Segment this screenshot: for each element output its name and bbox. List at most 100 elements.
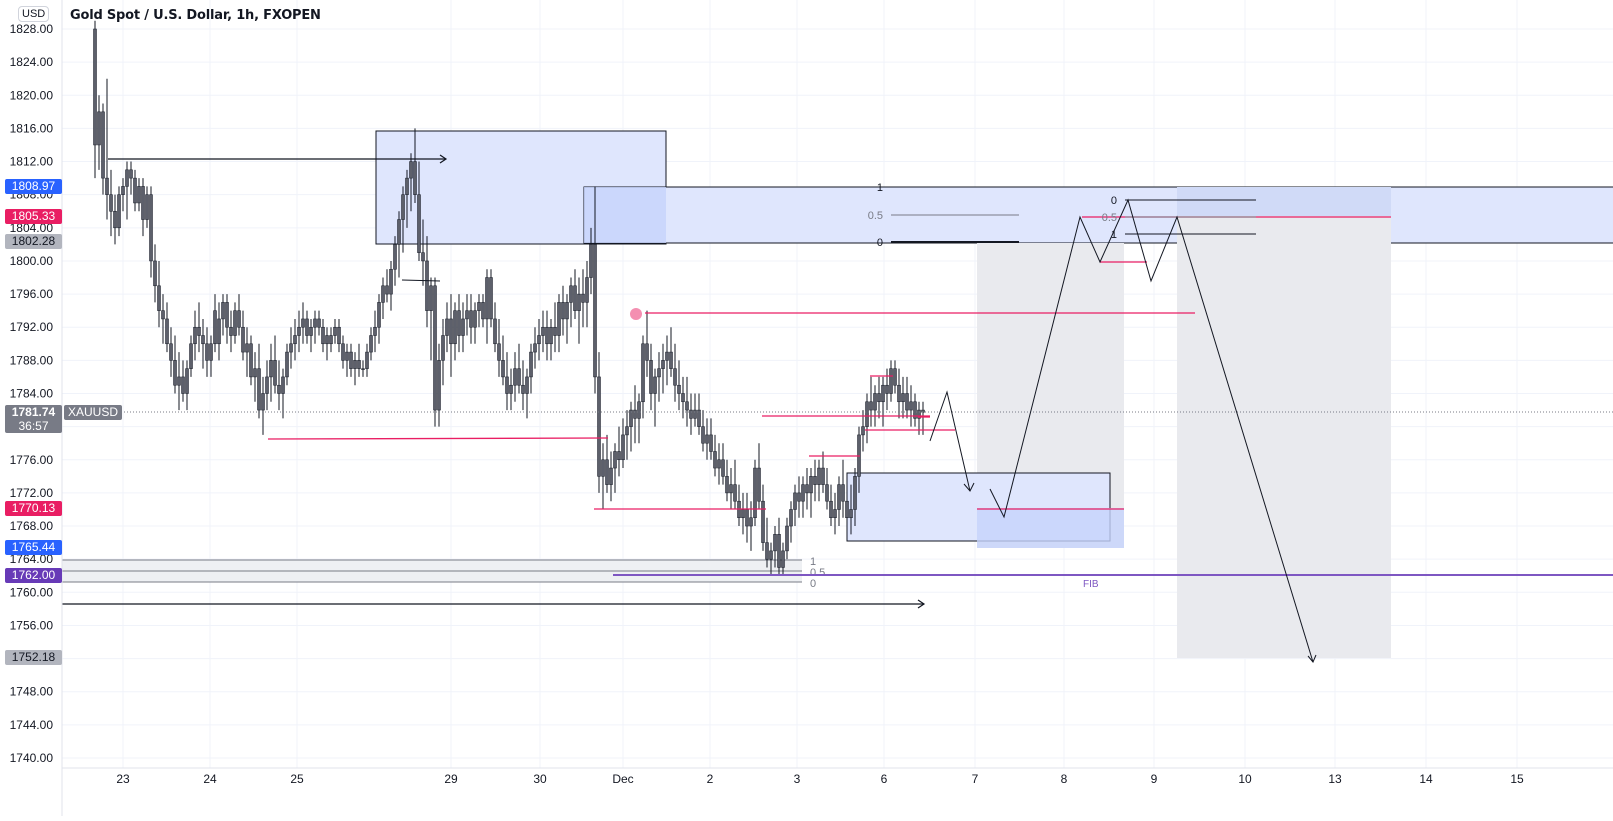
time-tick-label: 15 [1510, 772, 1524, 786]
candle-body [193, 326, 197, 345]
candle-body [381, 285, 385, 303]
candle-body [781, 550, 785, 568]
price-tick-label: 1772.00 [10, 486, 54, 500]
candle-body [797, 492, 801, 502]
candle-body [665, 351, 669, 361]
candle-body [581, 293, 585, 303]
candle-body [477, 302, 481, 311]
candle-body [745, 509, 749, 527]
price-tick-label: 1824.00 [10, 55, 54, 69]
candle-body [761, 500, 765, 543]
candle-body [821, 467, 825, 485]
candle-body [281, 376, 285, 394]
arrow-head-icon [917, 599, 926, 609]
candle-body [849, 509, 853, 519]
candle-body [341, 343, 345, 361]
candle-body [189, 343, 193, 369]
candle-body [657, 368, 661, 378]
candle-body [637, 401, 641, 419]
candle-body [557, 302, 561, 336]
time-tick-label: 30 [533, 772, 547, 786]
time-axis[interactable]: 23 24 25 29 30 Dec 2 3 6 7 8 9 10 13 14 15 [116, 772, 1524, 786]
candle-body [661, 360, 665, 369]
candle-body [833, 509, 837, 519]
price-tag: 1765.44 [5, 540, 62, 555]
fib-level-label: 0 [1111, 195, 1117, 207]
candle-body [345, 351, 349, 361]
candle-body [365, 351, 369, 369]
fib-level-label: 0 [877, 237, 883, 249]
candle-body [173, 360, 177, 386]
candle-body [721, 459, 725, 477]
price-tick-label: 1796.00 [10, 287, 54, 301]
demand-overlap [977, 508, 1124, 548]
candle-body [185, 368, 189, 394]
candle-body [689, 409, 693, 419]
candle-body [473, 310, 477, 328]
candle-body [333, 326, 337, 336]
candle-body [877, 393, 881, 403]
candle-body [197, 326, 201, 336]
candle-body [141, 186, 145, 220]
candle-body [481, 302, 485, 320]
candle-body [289, 343, 293, 353]
candle-body [561, 302, 565, 320]
candle-body [321, 326, 325, 345]
candle-body [873, 393, 877, 411]
red-level-line [267, 437, 609, 440]
candle-body [397, 219, 401, 245]
currency-badge[interactable]: USD [18, 6, 50, 22]
fib-level-label: 1 [810, 556, 816, 568]
candle-body [509, 384, 513, 394]
candle-body [413, 161, 417, 195]
candle-body [685, 401, 689, 411]
time-tick-label: 25 [290, 772, 304, 786]
candle-body [101, 111, 105, 179]
candle-body [313, 318, 317, 328]
time-tick-label: 7 [972, 772, 979, 786]
candle-body [629, 409, 633, 427]
candle-body [213, 310, 217, 345]
candle-body [461, 318, 465, 336]
candle-body [217, 318, 221, 345]
time-tick-label: 29 [444, 772, 458, 786]
candle-body [209, 343, 213, 361]
time-tick-label: 23 [116, 772, 130, 786]
candle-body [677, 384, 681, 394]
candle-body [885, 384, 889, 394]
candle-body [361, 368, 365, 370]
candle-body [113, 210, 117, 229]
candle-body [809, 476, 813, 494]
candle-body [393, 244, 397, 270]
price-tick-label: 1816.00 [10, 121, 54, 135]
candle-body [297, 326, 301, 336]
candle-body [109, 194, 113, 212]
candle-body [533, 343, 537, 353]
price-tick-label: 1768.00 [10, 519, 54, 533]
candle-body [861, 426, 865, 436]
candle-body [845, 500, 849, 519]
fib-level-label: 1 [1111, 229, 1117, 241]
candle-body [913, 401, 917, 419]
fib-label: FIB [1083, 579, 1099, 590]
zone-overlap [584, 187, 666, 243]
candle-body [649, 360, 653, 394]
candle-body [897, 384, 901, 403]
price-axis[interactable]: 1828.001824.001820.001816.001812.001808.… [10, 22, 54, 765]
price-tick-label: 1792.00 [10, 320, 54, 334]
candle-body [457, 310, 461, 336]
price-tick-label: 1756.00 [10, 618, 54, 632]
price-tick-label: 1804.00 [10, 221, 54, 235]
candle-body [893, 368, 897, 386]
candle-body [749, 517, 753, 527]
candle-body [673, 368, 677, 386]
price-tick-label: 1744.00 [10, 718, 54, 732]
candle-body [545, 326, 549, 345]
time-tick-label: 2 [707, 772, 714, 786]
candle-body [441, 335, 445, 361]
candle-body [605, 459, 609, 485]
candle-body [753, 467, 757, 519]
drawings-background [62, 130, 1613, 658]
